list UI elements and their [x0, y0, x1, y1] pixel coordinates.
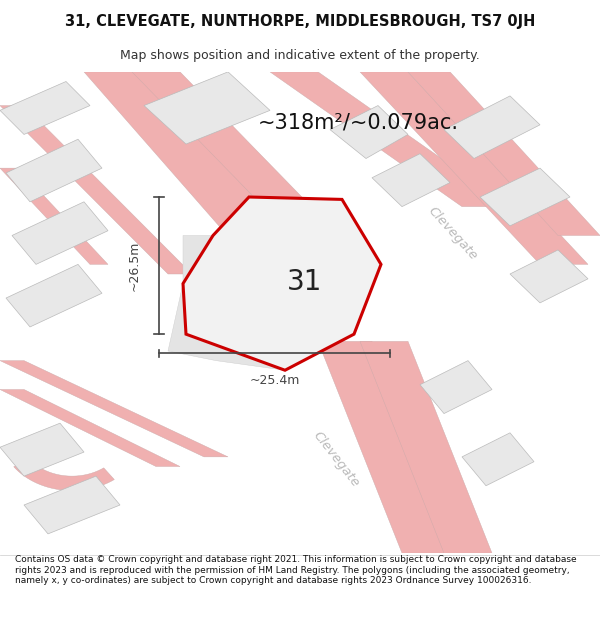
Text: Contains OS data © Crown copyright and database right 2021. This information is : Contains OS data © Crown copyright and d… [15, 555, 577, 585]
Polygon shape [360, 341, 492, 553]
Polygon shape [0, 423, 84, 476]
Text: Map shows position and indicative extent of the property.: Map shows position and indicative extent… [120, 49, 480, 62]
Polygon shape [6, 139, 102, 202]
Polygon shape [372, 154, 450, 207]
Polygon shape [0, 361, 228, 457]
Polygon shape [318, 341, 456, 553]
Polygon shape [12, 202, 108, 264]
Text: Clevegate: Clevegate [426, 204, 480, 262]
Text: ~25.4m: ~25.4m [250, 374, 299, 387]
Polygon shape [0, 389, 180, 466]
Polygon shape [6, 264, 102, 327]
Polygon shape [420, 361, 492, 414]
Polygon shape [0, 106, 192, 274]
Polygon shape [132, 72, 330, 226]
Polygon shape [168, 197, 381, 370]
Text: ~318m²/~0.079ac.: ~318m²/~0.079ac. [258, 112, 459, 132]
Polygon shape [0, 168, 108, 264]
Polygon shape [330, 106, 408, 159]
Polygon shape [183, 197, 381, 370]
Polygon shape [14, 458, 115, 491]
Polygon shape [462, 432, 534, 486]
Text: 31: 31 [286, 268, 322, 296]
Polygon shape [510, 250, 588, 303]
Polygon shape [144, 72, 270, 144]
Text: ~26.5m: ~26.5m [128, 241, 141, 291]
Polygon shape [0, 81, 90, 134]
Polygon shape [408, 72, 600, 236]
Polygon shape [444, 96, 540, 159]
Text: Clevegate: Clevegate [310, 429, 362, 489]
Polygon shape [24, 476, 120, 534]
Polygon shape [480, 168, 570, 226]
Polygon shape [270, 72, 510, 207]
Polygon shape [84, 72, 300, 250]
Text: 31, CLEVEGATE, NUNTHORPE, MIDDLESBROUGH, TS7 0JH: 31, CLEVEGATE, NUNTHORPE, MIDDLESBROUGH,… [65, 14, 535, 29]
Polygon shape [360, 72, 588, 264]
